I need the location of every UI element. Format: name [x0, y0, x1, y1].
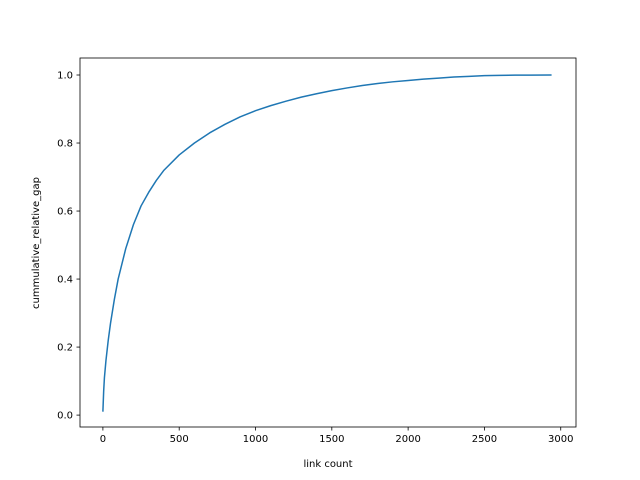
- x-axis: 0 500 1000 1500 2000 2500 3000: [100, 427, 573, 445]
- series-line-0: [102, 74, 552, 412]
- x-tick-label: 3000: [548, 434, 573, 445]
- x-tick-label: 1500: [319, 434, 344, 445]
- x-tick-label: 0: [100, 434, 106, 445]
- y-axis: 0.0 0.2 0.4 0.6 0.8 1.0: [57, 71, 80, 422]
- x-axis-label: link count: [303, 459, 352, 470]
- axes-frame: [79, 57, 577, 428]
- y-tick-label: 0.0: [57, 411, 73, 422]
- y-tick-label: 0.8: [57, 139, 73, 150]
- y-tick-label: 0.6: [57, 207, 73, 218]
- plot-area: [102, 74, 552, 412]
- x-tick-label: 2500: [472, 434, 497, 445]
- y-tick-label: 0.4: [57, 275, 73, 286]
- y-axis-label: cummulative_relative_gap: [31, 177, 42, 309]
- x-tick-label: 500: [170, 434, 189, 445]
- y-tick-label: 1.0: [57, 71, 73, 82]
- x-tick-label: 1000: [243, 434, 268, 445]
- x-tick-label: 2000: [395, 434, 420, 445]
- y-tick-label: 0.2: [57, 343, 73, 354]
